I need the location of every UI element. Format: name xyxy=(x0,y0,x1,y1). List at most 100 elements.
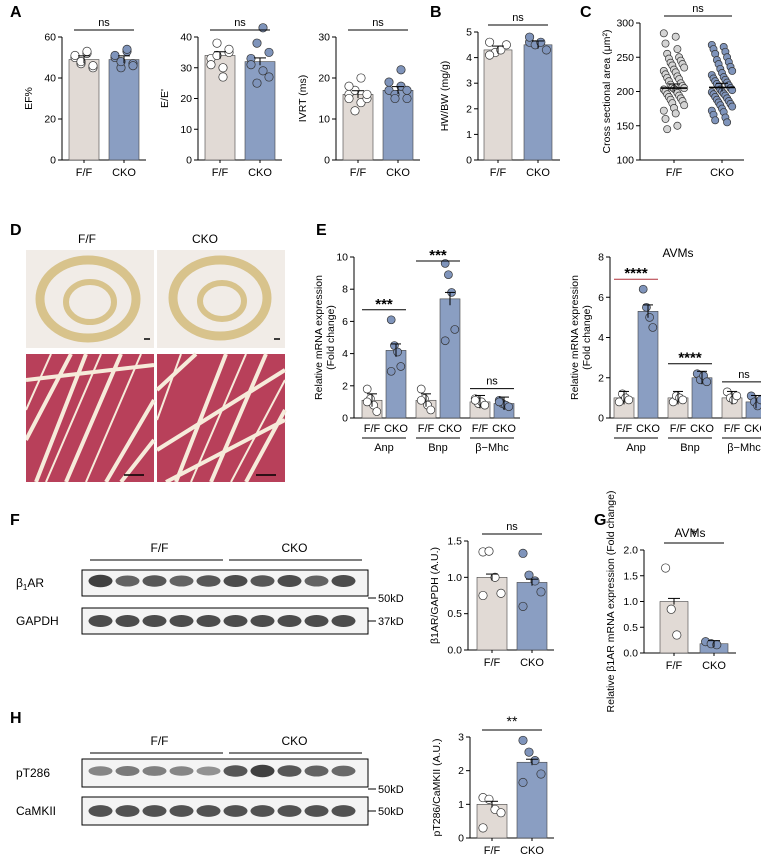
data-point xyxy=(484,546,494,556)
x-tick-label: CKO xyxy=(710,167,734,179)
blot-band xyxy=(223,575,248,587)
data-point xyxy=(393,347,402,357)
blot-band xyxy=(223,805,248,817)
group-label: β−Mhc xyxy=(727,442,761,454)
chart-ivrt: 0 10 20 30 IVRT (ms) F/F CKO ns xyxy=(297,17,420,179)
blot-band xyxy=(196,615,221,627)
blot-band xyxy=(331,765,356,777)
mw-marker-label: 37kD xyxy=(378,616,404,628)
data-point xyxy=(666,604,676,614)
y-tick-label: 3 xyxy=(458,732,464,744)
data-point xyxy=(663,125,672,134)
x-tick-label: F/F xyxy=(484,845,501,857)
data-point xyxy=(530,756,540,766)
y-tick-label: 100 xyxy=(616,155,634,167)
data-point xyxy=(541,45,551,55)
y-axis-label: pT286/CaMKII (A.U.) xyxy=(431,738,443,836)
data-point xyxy=(350,106,360,116)
y-tick-label: 300 xyxy=(616,18,634,30)
group-label: Bnp xyxy=(428,442,448,454)
blot-band xyxy=(142,805,167,817)
x-tick-label: CKO xyxy=(248,167,272,179)
data-point xyxy=(252,38,262,48)
panel-label-a: A xyxy=(10,4,22,21)
data-point xyxy=(128,61,138,71)
data-point xyxy=(362,89,372,99)
blot-band xyxy=(223,615,248,627)
y-tick-label: 4 xyxy=(466,52,472,64)
y-tick-label: 2.0 xyxy=(623,545,638,557)
group-label: Anp xyxy=(626,442,646,454)
y-tick-label: 30 xyxy=(318,32,330,44)
significance-label: *** xyxy=(429,247,447,264)
data-point xyxy=(711,116,720,125)
blot-band xyxy=(250,805,275,817)
data-point xyxy=(671,109,680,118)
y-tick-label: 20 xyxy=(180,93,192,105)
data-point xyxy=(624,395,634,405)
data-point xyxy=(659,106,668,115)
significance-label: ** xyxy=(507,713,518,729)
x-tick-label: F/F xyxy=(616,423,633,435)
y-tick-label: 0.0 xyxy=(447,645,462,657)
data-point xyxy=(728,67,737,75)
blot-band xyxy=(250,764,275,778)
y-tick-label: 4 xyxy=(342,348,348,360)
blot-group-label: CKO xyxy=(281,734,307,748)
x-tick-label: F/F xyxy=(484,657,501,669)
bar-ff xyxy=(68,59,100,161)
y-axis-label: (Fold change) xyxy=(581,305,593,370)
blot-band xyxy=(304,765,329,777)
y-tick-label: 20 xyxy=(44,114,56,126)
data-point xyxy=(206,60,216,70)
western-blot-b1ar: F/F CKO β1AR 50kD GAPDH 37kD xyxy=(16,541,404,635)
y-tick-label: 60 xyxy=(44,32,56,44)
blot-band xyxy=(169,615,194,627)
data-point xyxy=(645,313,654,322)
data-point xyxy=(258,23,268,33)
x-tick-label: F/F xyxy=(212,167,229,179)
blot-band xyxy=(169,575,194,587)
data-point xyxy=(614,397,624,407)
y-tick-label: 1 xyxy=(458,799,464,811)
x-tick-label: CKO xyxy=(636,423,660,435)
blot-band xyxy=(115,805,140,817)
panel-label-e: E xyxy=(316,222,327,239)
blot-band xyxy=(331,805,356,817)
blot-row-label: CaMKII xyxy=(16,804,56,818)
y-axis-label: (Fold change) xyxy=(325,305,337,370)
data-point xyxy=(702,377,712,387)
data-point xyxy=(264,47,274,57)
y-tick-label: 1.5 xyxy=(447,536,462,548)
blot-band xyxy=(142,575,167,587)
x-tick-label: CKO xyxy=(526,167,550,179)
data-point xyxy=(258,66,268,76)
data-point xyxy=(444,270,453,280)
blot-band xyxy=(169,766,194,776)
data-point xyxy=(478,823,488,833)
blot-band xyxy=(277,615,302,627)
x-tick-label: F/F xyxy=(418,423,435,435)
bar-cko xyxy=(439,298,461,419)
significance-label: *** xyxy=(375,296,393,313)
data-point xyxy=(212,38,222,48)
data-point xyxy=(82,46,92,56)
data-point xyxy=(390,93,400,104)
significance-label: **** xyxy=(678,350,702,367)
data-point xyxy=(88,61,98,71)
data-point xyxy=(728,86,737,95)
data-point xyxy=(470,395,480,405)
y-axis-label: Cross sectional area (μm²) xyxy=(601,30,613,154)
significance-label: * xyxy=(691,526,697,542)
chart-b1ar-gapdh: 0.0 0.5 1.0 1.5 β1AR/GAPDH (A.U.) F/F CKO ns xyxy=(429,521,554,669)
data-point xyxy=(246,60,256,70)
y-axis-label: β1AR/GAPDH (A.U.) xyxy=(429,547,441,644)
y-tick-label: 0.0 xyxy=(623,648,638,660)
blot-row-label: β1AR xyxy=(16,576,44,592)
x-tick-label: F/F xyxy=(76,167,93,179)
y-tick-label: 2 xyxy=(466,103,472,115)
blot-band xyxy=(331,575,356,587)
data-point xyxy=(671,32,680,41)
histology-micrographs xyxy=(26,250,287,482)
x-tick-label: F/F xyxy=(472,423,489,435)
